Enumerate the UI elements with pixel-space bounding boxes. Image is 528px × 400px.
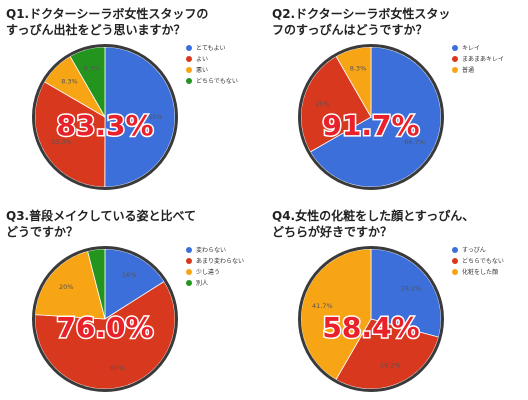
pie-slice xyxy=(309,46,442,188)
legend-item: とてもよい xyxy=(186,42,260,53)
slice-value-label: 8.3% xyxy=(84,64,101,72)
pie-slice xyxy=(104,248,165,320)
pie-slice xyxy=(370,248,442,338)
chart-title-line-1: Q4.女性の化粧をした顔とすっぴん、 xyxy=(272,209,475,223)
slice-value-label: 20% xyxy=(59,283,73,291)
chart-title-line-1: Q1.ドクターシーラボ女性スタッフの xyxy=(6,7,209,21)
legend: キレイまあまあキレイ 普通 xyxy=(452,42,526,75)
legend-swatch xyxy=(186,268,192,275)
legend-item: まあまあキレイ xyxy=(452,53,526,64)
pie-chart-q4: 29.2% 29.2% 41.7%58.4% xyxy=(298,246,444,392)
slice-value-label: 8.3% xyxy=(350,64,367,72)
chart-title-line-1: Q3.普段メイクしている姿と比べて xyxy=(6,209,197,223)
legend-swatch xyxy=(452,246,458,253)
legend-label: 悪い xyxy=(196,67,209,74)
legend-swatch xyxy=(186,77,192,84)
legend-item: 少し違う xyxy=(186,266,260,277)
legend-item: どちらでもない xyxy=(186,75,260,86)
legend-label: すっぴん xyxy=(462,247,486,254)
legend-swatch xyxy=(186,246,192,253)
legend: 変わらないあまり変わらない 少し違う別人 xyxy=(186,244,260,288)
highlight-percentage: 58.4% xyxy=(322,311,419,344)
chart-title: Q2.ドクターシーラボ女性スタッ フのすっぴんはどうですか？ xyxy=(272,6,522,38)
legend-item: よい xyxy=(186,53,260,64)
legend-swatch xyxy=(186,279,192,286)
legend-swatch xyxy=(186,66,192,73)
slice-value-label: 33.3% xyxy=(51,138,72,146)
legend-item: すっぴん xyxy=(452,244,526,255)
pie-chart-q1: 50% 33.3% 8.3% 8.3% 83.3% xyxy=(32,44,178,190)
legend-swatch xyxy=(452,66,458,73)
legend-swatch xyxy=(452,55,458,62)
legend-item: あまり変わらない xyxy=(186,255,260,266)
legend-item: 悪い xyxy=(186,64,260,75)
legend-swatch xyxy=(186,55,192,62)
highlight-percentage: 91.7% xyxy=(322,109,419,142)
legend-swatch xyxy=(186,44,192,51)
slice-value-label: 29.2% xyxy=(380,362,401,370)
slice-value-label: 8.3% xyxy=(61,77,78,85)
legend-item: 変わらない xyxy=(186,244,260,255)
legend-label: 少し違う xyxy=(196,269,221,276)
chart-title-line-2: フのすっぴんはどうですか？ xyxy=(272,23,428,37)
chart-title: Q3.普段メイクしている姿と比べて どうですか？ xyxy=(6,208,256,240)
chart-title-line-1: Q2.ドクターシーラボ女性スタッ xyxy=(272,7,451,21)
pie-slice xyxy=(104,46,176,188)
chart-title: Q4.女性の化粧をした顔とすっぴん、 どちらが好きですか？ xyxy=(272,208,522,240)
chart-title-line-2: どちらが好きですか？ xyxy=(272,225,393,239)
highlight-percentage: 76.0% xyxy=(56,311,153,344)
pie-chart-q3: 16% 60% 20% 76.0% xyxy=(32,246,178,392)
legend: とてもよいよい悪いどちらでもない xyxy=(186,42,260,86)
pie-outline xyxy=(298,246,444,392)
slice-value-label: 50% xyxy=(148,113,162,121)
slice-value-label: 66.7% xyxy=(404,138,425,146)
legend-swatch xyxy=(452,268,458,275)
pie-slice xyxy=(34,250,106,320)
legend-item: 別人 xyxy=(186,277,260,288)
chart-panel-q2: Q2.ドクターシーラボ女性スタッ フのすっぴんはどうですか？ 66.7% 25% 8… xyxy=(266,0,528,198)
chart-panel-q3: Q3.普段メイクしている姿と比べて どうですか？ 16% 60% 20% 76.0% … xyxy=(0,202,262,400)
legend-item: 化粧をした顔 xyxy=(452,266,526,277)
pie-slice xyxy=(300,55,372,153)
slice-value-label: 29.2% xyxy=(401,284,422,292)
chart-panel-q1: Q1.ドクターシーラボ女性スタッフの すっぴん出社をどう思いますか？ 50% 33… xyxy=(0,0,262,198)
legend-label: 普通 xyxy=(462,67,475,74)
pie-slice xyxy=(34,81,106,188)
slice-value-label: 25% xyxy=(315,100,329,108)
highlight-percentage: 83.3% xyxy=(56,109,153,142)
pie-chart-q2: 66.7% 25% 8.3% 91.7% xyxy=(298,44,444,190)
legend-item: どちらでもない xyxy=(452,255,526,266)
legend-label: キレイ xyxy=(462,45,481,52)
legend-label: とてもよい xyxy=(196,45,226,52)
legend-label: 変わらない xyxy=(196,247,227,254)
legend-label: どちらでもない xyxy=(462,258,504,265)
legend-label: どちらでもない xyxy=(196,78,238,85)
pie-outline xyxy=(298,44,444,190)
legend-label: まあまあキレイ xyxy=(462,56,505,63)
chart-title-line-2: どうですか？ xyxy=(6,225,79,239)
pie-slice xyxy=(335,318,440,390)
slice-value-label: 41.7% xyxy=(312,302,333,310)
chart-title: Q1.ドクターシーラボ女性スタッフの すっぴん出社をどう思いますか？ xyxy=(6,6,256,38)
legend-swatch xyxy=(452,257,458,264)
legend-swatch xyxy=(186,257,192,264)
legend-label: 化粧をした顔 xyxy=(462,269,499,276)
pie-slice xyxy=(34,280,176,390)
legend-swatch xyxy=(452,44,458,51)
legend-item: 普通 xyxy=(452,64,526,75)
chart-title-line-2: すっぴん出社をどう思いますか？ xyxy=(6,23,186,37)
legend-label: 別人 xyxy=(196,280,209,287)
legend: すっぴんどちらでもない 化粧をした顔 xyxy=(452,244,526,277)
pie-outline xyxy=(32,246,178,392)
slice-value-label: 60% xyxy=(110,364,124,372)
pie-outline xyxy=(32,44,178,190)
slice-value-label: 16% xyxy=(122,271,136,279)
legend-label: あまり変わらない xyxy=(196,258,245,265)
legend-label: よい xyxy=(196,56,209,63)
chart-panel-q4: Q4.女性の化粧をした顔とすっぴん、 どちらが好きですか？ 29.2% 29.2%… xyxy=(266,202,528,400)
legend-item: キレイ xyxy=(452,42,526,53)
pie-slice xyxy=(300,248,372,381)
